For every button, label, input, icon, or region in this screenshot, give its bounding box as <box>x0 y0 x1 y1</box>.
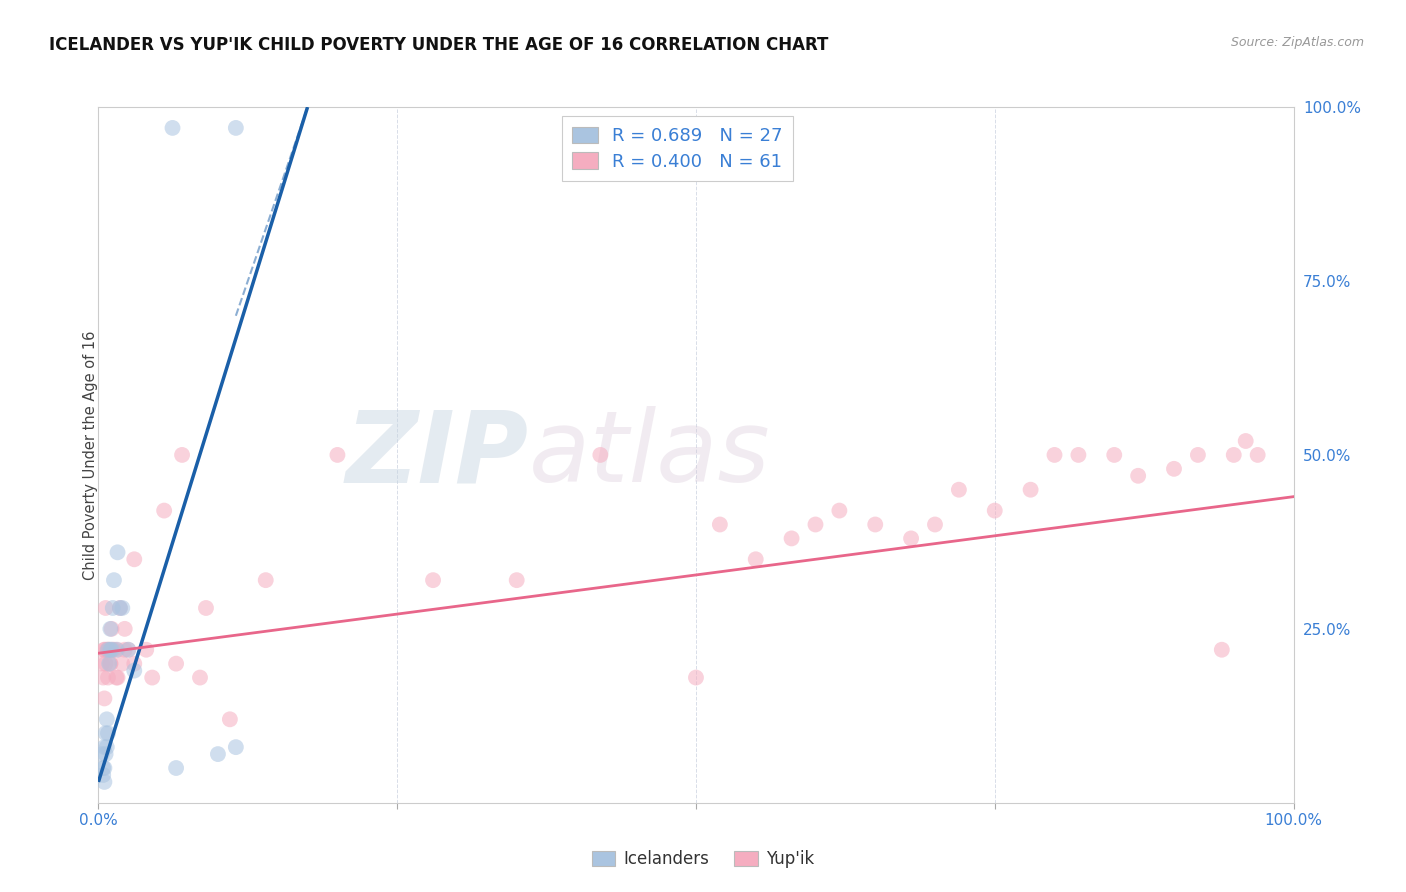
Point <box>195 601 218 615</box>
Point <box>589 448 612 462</box>
Point <box>93 691 115 706</box>
Y-axis label: Child Poverty Under the Age of 16: Child Poverty Under the Age of 16 <box>83 330 97 580</box>
Point <box>107 545 129 559</box>
Text: ZIP: ZIP <box>346 407 529 503</box>
Point <box>94 601 117 615</box>
Point <box>97 671 120 685</box>
Point <box>91 747 114 761</box>
Point <box>101 642 124 657</box>
Point <box>162 120 184 135</box>
Point <box>1067 448 1090 462</box>
Point <box>94 726 117 740</box>
Point <box>98 642 121 657</box>
Point <box>326 448 349 462</box>
Point <box>111 601 134 615</box>
Point <box>93 740 115 755</box>
Point <box>948 483 970 497</box>
Point <box>1104 448 1126 462</box>
Point <box>219 712 242 726</box>
Point <box>100 622 122 636</box>
Point <box>105 671 128 685</box>
Text: atlas: atlas <box>529 407 770 503</box>
Point <box>924 517 946 532</box>
Point <box>107 642 129 657</box>
Point <box>153 503 176 517</box>
Point <box>93 775 115 789</box>
Point <box>103 642 125 657</box>
Point <box>135 642 157 657</box>
Point <box>1211 642 1233 657</box>
Point <box>1019 483 1042 497</box>
Point <box>780 532 803 546</box>
Point <box>165 761 187 775</box>
Point <box>97 726 120 740</box>
Point <box>188 671 211 685</box>
Point <box>1043 448 1066 462</box>
Point <box>97 642 120 657</box>
Point <box>124 552 146 566</box>
Point <box>98 657 122 671</box>
Point <box>98 622 122 636</box>
Point <box>1187 448 1209 462</box>
Legend: R = 0.689   N = 27, R = 0.400   N = 61: R = 0.689 N = 27, R = 0.400 N = 61 <box>561 116 793 181</box>
Point <box>1223 448 1246 462</box>
Point <box>94 657 117 671</box>
Point <box>98 657 121 671</box>
Legend: Icelanders, Yup'ik: Icelanders, Yup'ik <box>585 844 821 875</box>
Point <box>685 671 707 685</box>
Point <box>108 601 131 615</box>
Point <box>98 642 122 657</box>
Point <box>804 517 827 532</box>
Point <box>105 642 128 657</box>
Point <box>165 657 187 671</box>
Point <box>91 657 114 671</box>
Text: Source: ZipAtlas.com: Source: ZipAtlas.com <box>1230 36 1364 49</box>
Point <box>93 642 115 657</box>
Point <box>107 671 129 685</box>
Point <box>100 642 122 657</box>
Point <box>1163 462 1185 476</box>
Point <box>94 747 117 761</box>
Point <box>114 642 136 657</box>
Point <box>1128 468 1150 483</box>
Point <box>1247 448 1270 462</box>
Point <box>96 642 118 657</box>
Point <box>900 532 922 546</box>
Point <box>96 712 118 726</box>
Point <box>207 747 229 761</box>
Point <box>141 671 163 685</box>
Point <box>124 664 146 678</box>
Point <box>103 573 125 587</box>
Point <box>172 448 194 462</box>
Point <box>114 622 136 636</box>
Point <box>97 642 120 657</box>
Point <box>506 573 529 587</box>
Point <box>225 120 247 135</box>
Point <box>254 573 277 587</box>
Point <box>111 657 134 671</box>
Point <box>96 740 118 755</box>
Point <box>124 657 146 671</box>
Point <box>225 740 247 755</box>
Point <box>98 657 122 671</box>
Point <box>108 601 131 615</box>
Point <box>984 503 1007 517</box>
Point <box>117 642 139 657</box>
Point <box>117 642 139 657</box>
Point <box>91 761 114 775</box>
Point <box>422 573 444 587</box>
Text: ICELANDER VS YUP'IK CHILD POVERTY UNDER THE AGE OF 16 CORRELATION CHART: ICELANDER VS YUP'IK CHILD POVERTY UNDER … <box>49 36 828 54</box>
Point <box>709 517 731 532</box>
Point <box>93 642 115 657</box>
Point <box>828 503 851 517</box>
Point <box>101 601 124 615</box>
Point <box>91 768 114 782</box>
Point <box>1234 434 1257 448</box>
Point <box>91 671 114 685</box>
Point <box>93 761 115 775</box>
Point <box>745 552 768 566</box>
Point <box>865 517 887 532</box>
